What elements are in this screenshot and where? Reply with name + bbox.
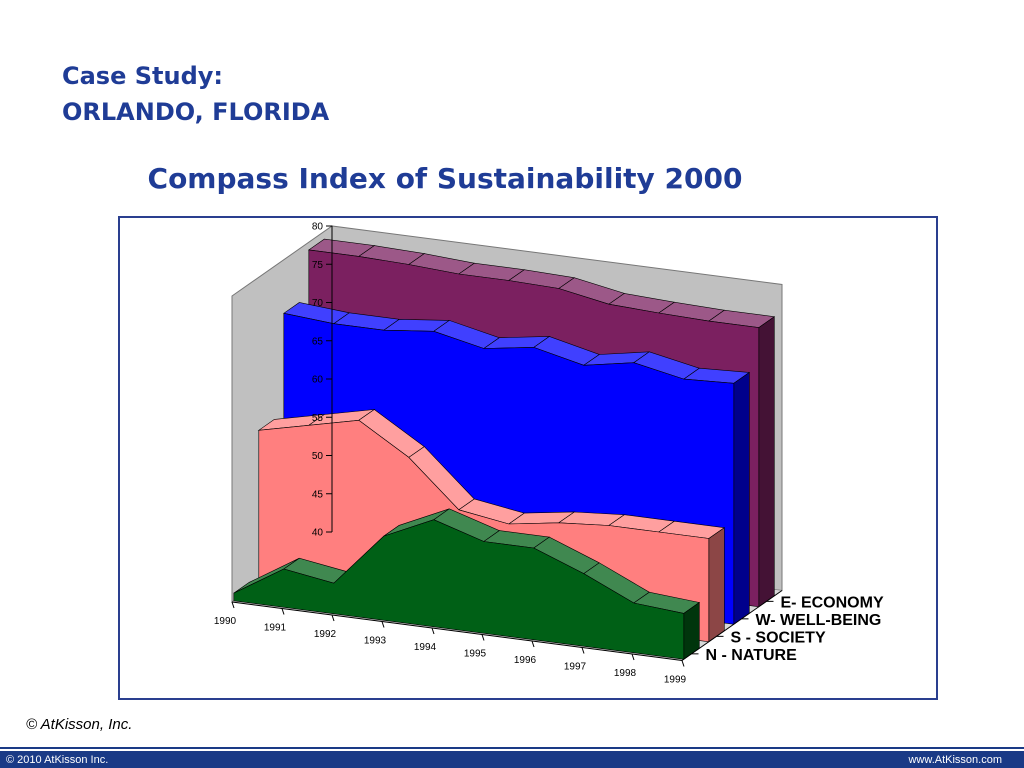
series-area-n-nature <box>233 519 685 660</box>
x-tick-1991 <box>281 608 285 615</box>
x-tick-1990 <box>231 601 235 609</box>
footer-rule <box>0 747 1024 749</box>
y-tick-label-80: 80 <box>312 222 324 233</box>
case-study-location: ORLANDO, FLORIDA <box>62 98 330 126</box>
y-tick-label-75: 75 <box>312 260 324 271</box>
x-tick-label-1994: 1994 <box>414 642 437 653</box>
x-axis-line <box>231 601 683 661</box>
legend-label-n-nature: N - NATURE <box>706 647 798 664</box>
x-tick-1992 <box>331 614 335 622</box>
y-tick-label-50: 50 <box>312 451 324 462</box>
copyright-note: © AtKisson, Inc. <box>26 716 133 733</box>
footer-website-link[interactable]: www.AtKisson.com <box>908 753 1002 766</box>
x-tick-1997 <box>581 647 585 654</box>
chart-title: Compass Index of Sustainability 2000 <box>147 162 743 195</box>
series-end-e-economy <box>758 316 775 608</box>
y-tick-label-40: 40 <box>312 528 324 539</box>
x-tick-1996 <box>531 640 535 648</box>
x-tick-label-1991: 1991 <box>264 623 287 634</box>
y-tick-label-45: 45 <box>312 489 324 500</box>
x-tick-label-1999: 1999 <box>664 675 687 686</box>
y-tick-label-55: 55 <box>312 413 324 424</box>
case-study-label: Case Study: <box>62 62 223 90</box>
x-tick-1998 <box>631 653 635 661</box>
y-tick-label-65: 65 <box>312 336 324 347</box>
legend-label-e-economy: E- ECONOMY <box>781 594 884 611</box>
series-end-w-well-being <box>733 371 750 625</box>
x-tick-label-1997: 1997 <box>564 662 587 673</box>
chart-frame: 40 45 50 55 60 65 70 75 80 1990 1991 1992 1993 1994 19… <box>118 216 938 700</box>
legend-label-w-well-being: W- WELL-BEING <box>756 612 882 629</box>
x-tick-1999 <box>681 660 685 667</box>
depth-axis-line <box>681 590 783 661</box>
series-end-s-society <box>708 527 725 643</box>
y-tick-label-60: 60 <box>312 375 324 386</box>
legend-label-s-society: S - SOCIETY <box>731 629 826 646</box>
x-tick-1995 <box>481 634 485 641</box>
x-tick-label-1996: 1996 <box>514 655 537 666</box>
x-tick-1994 <box>431 627 435 635</box>
x-tick-1993 <box>381 621 385 628</box>
footer-copyright: © 2010 AtKisson Inc. <box>6 753 109 766</box>
case-study-title: Case Study: ORLANDO, FLORIDA <box>62 58 329 130</box>
compass-index-chart: 40 45 50 55 60 65 70 75 80 1990 1991 1992 1993 1994 19… <box>214 222 884 686</box>
footer-bar: © 2010 AtKisson Inc. www.AtKisson.com <box>0 751 1024 768</box>
x-tick-label-1995: 1995 <box>464 649 487 660</box>
x-tick-label-1992: 1992 <box>314 629 337 640</box>
x-tick-label-1993: 1993 <box>364 636 387 647</box>
x-tick-label-1998: 1998 <box>614 668 637 679</box>
y-tick-label-70: 70 <box>312 298 324 309</box>
x-tick-label-1990: 1990 <box>214 616 237 627</box>
